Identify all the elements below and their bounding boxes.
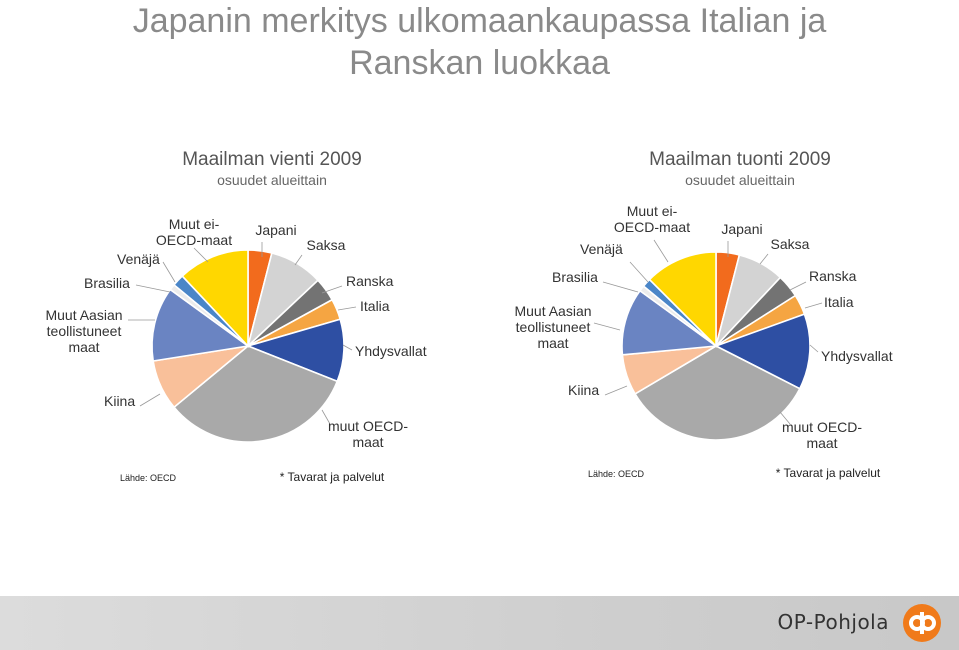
slice-label-italia: Italia [824, 294, 854, 310]
slice-label-japani: Japani [721, 221, 762, 237]
slice-label-muut-aasian-teollistuneet-maat: Muut Aasian teollistuneet maat [514, 303, 591, 351]
leader-line-muut-ei-oecd-maat [653, 239, 669, 263]
slice-label-japani: Japani [255, 222, 296, 238]
leader-line-saksa [294, 254, 303, 266]
slice-label-muut-aasian-teollistuneet-maat: Muut Aasian teollistuneet maat [45, 307, 122, 355]
pie-chart-2: Maailman tuonti 2009 osuudet alueittain Ja… [514, 149, 892, 480]
footer-bar: OP-Pohjola [0, 596, 959, 650]
chart-source: Lähde: OECD [588, 469, 645, 479]
chart-source: Lähde: OECD [120, 473, 177, 483]
leader-line-brasilia [602, 281, 639, 293]
slice-label-muut-ei-oecd-maat: Muut ei-OECD-maat [156, 216, 232, 248]
page-title: Japanin merkitys ulkomaankaupassa Italia… [0, 0, 959, 84]
slice-label-kiina: Kiina [104, 393, 135, 409]
chart-title: Maailman tuonti 2009 [649, 149, 831, 170]
chart-note: * Tavarat ja palvelut [776, 466, 881, 480]
chart-subtitle: osuudet alueittain [685, 172, 795, 188]
pie-slice-yhdysvallat [713, 313, 811, 390]
pie-slice-muut-ei-oecd-maat [648, 251, 717, 348]
leader-line-kiina [604, 385, 628, 396]
slice-label-muut-oecd-maat: muut OECD-maat [782, 419, 862, 451]
pie-slice-muut-oecd-maat [172, 345, 339, 443]
leader-line-ranska [789, 281, 807, 291]
slice-label-kiina: Kiina [568, 382, 599, 398]
chart-note: * Tavarat ja palvelut [280, 470, 385, 484]
leader-line-venäjä [629, 261, 649, 283]
slice-label-venäjä: Venäjä [580, 241, 623, 257]
slice-label-italia: Italia [360, 298, 390, 314]
slice-label-muut-oecd-maat: muut OECD-maat [328, 418, 408, 450]
leader-line-yhdysvallat [342, 344, 353, 351]
leader-line-venäjä [162, 261, 176, 283]
op-pohjola-logo-icon [903, 604, 941, 642]
leader-line-italia [337, 306, 357, 311]
slice-label-venäjä: Venäjä [117, 251, 160, 267]
slice-label-ranska: Ranska [346, 273, 394, 289]
slice-label-brasilia: Brasilia [552, 269, 598, 285]
slice-label-saksa: Saksa [307, 237, 346, 253]
slice-label-muut-ei-oecd-maat: Muut ei-OECD-maat [614, 203, 690, 235]
pie-slice-muut-ei-oecd-maat [181, 249, 249, 349]
page-title-line-2: Ranskan luokkaa [349, 44, 610, 82]
chart-title: Maailman vienti 2009 [182, 149, 362, 170]
pie-slice-muut-oecd-maat [633, 345, 801, 441]
brand-name: OP-Pohjola [777, 610, 889, 634]
leader-line-muut-oecd-maat [779, 411, 791, 425]
leader-line-yhdysvallat [809, 344, 819, 353]
pie-charts-canvas: Maailman vienti 2009 osuudet alueittain Ja… [45, 149, 892, 484]
leader-line-kiina [139, 393, 161, 407]
pie-chart-1: Maailman vienti 2009 osuudet alueittain Ja… [45, 149, 426, 484]
slice-label-yhdysvallat: Yhdysvallat [355, 343, 427, 359]
page-title-line-1: Japanin merkitys ulkomaankaupassa Italia… [132, 2, 827, 40]
leader-line-brasilia [135, 284, 171, 293]
leader-line-italia [804, 302, 823, 309]
slice-label-saksa: Saksa [771, 236, 810, 252]
leader-line-muut-oecd-maat [321, 409, 331, 425]
pie-slice-muut-aasian-teollistuneet-maat [621, 289, 719, 356]
chart-subtitle: osuudet alueittain [217, 172, 327, 188]
slice-label-ranska: Ranska [809, 268, 857, 284]
slice-label-brasilia: Brasilia [84, 275, 130, 291]
slice-label-yhdysvallat: Yhdysvallat [821, 348, 893, 364]
leader-line-muut-ei-oecd-maat [193, 247, 209, 263]
leader-line-ranska [321, 285, 343, 294]
leader-line-saksa [759, 253, 769, 265]
leader-line-muut-aasian-teollistuneet-maat [593, 322, 621, 331]
